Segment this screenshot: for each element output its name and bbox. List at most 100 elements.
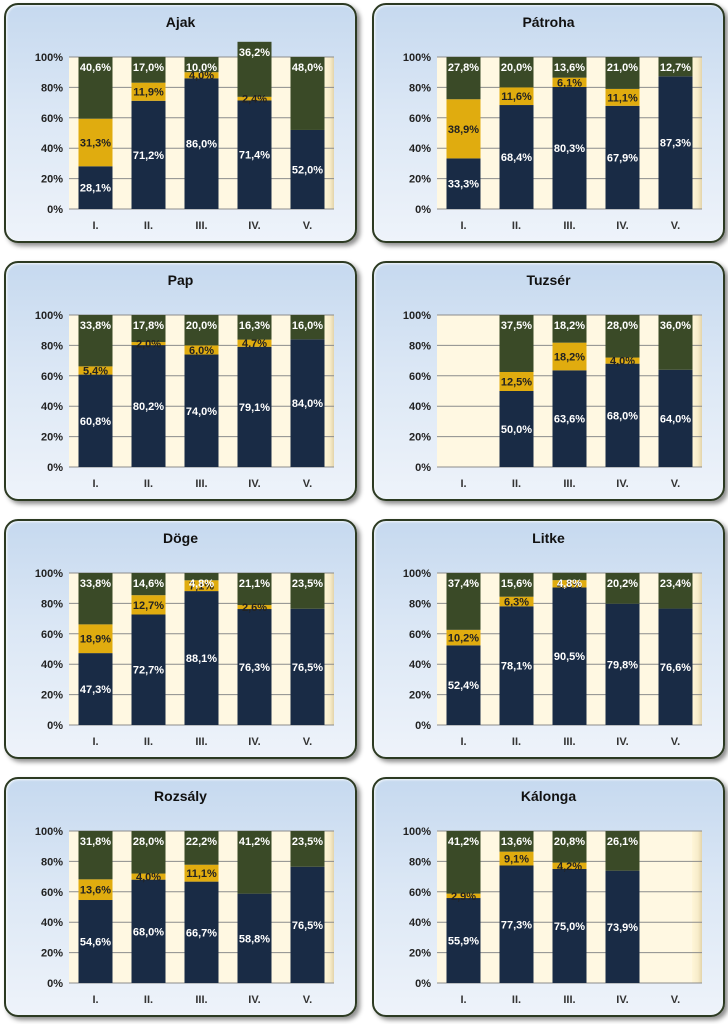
y-tick-label: 80% [41,598,63,610]
data-label: 33,8% [80,320,111,332]
bar-segment [184,315,219,346]
bar-segment [184,831,219,865]
data-label: 71,2% [133,150,164,162]
y-tick-label: 80% [41,82,63,94]
data-label: 75,0% [554,921,585,933]
bar-segment [78,57,113,119]
y-tick-label: 60% [41,629,63,641]
y-tick-label: 40% [41,401,63,413]
data-label: 77,3% [501,919,532,931]
data-label: 67,9% [607,152,638,164]
y-tick-label: 100% [403,52,431,64]
data-label: 20,8% [554,836,585,848]
y-tick-label: 0% [47,978,63,990]
plot-wall [324,831,334,983]
data-label: 71,4% [239,150,270,162]
bar-segment [78,831,113,880]
chart-title: Döge [163,530,198,546]
chart-panel-rozsaly: Rozsály 0% 20% 40% 60% 80% 100% I. II. III. IV. V.… [4,777,357,1017]
data-label: 9,1% [504,854,529,866]
x-tick-label: I. [92,736,98,748]
y-tick-label: 100% [403,568,431,580]
bar-segment [658,369,693,467]
x-tick-label: III. [195,994,207,1006]
bar-segment [78,166,113,209]
data-label: 18,9% [80,634,111,646]
data-label: 23,4% [660,578,691,590]
data-label: 16,0% [292,320,323,332]
bar-segment [552,57,587,78]
y-tick-label: 40% [409,917,431,929]
y-tick-label: 20% [41,174,63,186]
data-label: 4,8% [557,579,582,591]
y-tick-label: 60% [41,887,63,899]
bar-segment [446,573,481,630]
data-label: 6,0% [189,345,214,357]
x-tick-label: III. [563,478,575,490]
data-label: 13,6% [80,885,111,897]
x-tick-label: IV. [248,994,260,1006]
y-tick-label: 60% [41,113,63,125]
data-label: 28,0% [607,320,638,332]
data-label: 41,2% [448,836,479,848]
data-label: 76,6% [660,662,691,674]
y-tick-label: 0% [47,204,63,216]
bar-segment [78,879,113,901]
x-tick-label: II. [144,994,153,1006]
data-label: 11,1% [186,868,217,880]
bar-segment [290,831,325,867]
bar-segment [237,100,272,209]
y-tick-label: 100% [403,826,431,838]
chart-plot: 0% 20% 40% 60% 80% 100% I. II. III. IV. V. 55,9% 2,9… [403,826,702,1006]
bar-segment [290,129,325,209]
data-label: 12,7% [660,62,691,74]
data-label: 72,7% [133,665,164,677]
data-label: 12,5% [501,377,532,389]
bar-segment [499,57,534,88]
bar-segment [237,831,272,894]
bar-segment [184,78,219,209]
x-tick-label: IV. [248,736,260,748]
bar-segment [499,865,534,983]
x-tick-label: II. [144,478,153,490]
bar-segment [499,831,534,852]
y-tick-label: 60% [409,629,431,641]
data-label: 4,0% [610,356,635,368]
x-tick-label: V. [671,220,680,232]
bar-segment [605,831,640,871]
plot-wall [324,315,334,467]
data-label: 80,3% [554,143,585,155]
data-label: 15,6% [501,578,532,590]
data-label: 74,0% [186,406,217,418]
bar-segment [290,57,325,130]
bar-segment [131,595,166,615]
data-label: 64,0% [660,413,691,425]
data-label: 68,0% [607,410,638,422]
data-label: 63,6% [554,414,585,426]
data-label: 76,5% [292,662,323,674]
data-label: 60,8% [80,416,111,428]
y-tick-label: 20% [409,174,431,186]
x-tick-label: I. [92,478,98,490]
bar-segment [552,342,587,371]
x-tick-label: V. [671,478,680,490]
x-tick-label: III. [563,736,575,748]
chart-panel-ajak: Ajak 0% 20% 40% 60% 80% 100% I. II. III. IV. V. 28,… [4,3,357,243]
bar-segment [131,879,166,983]
bar-segment [552,869,587,983]
chart-plot: 0% 20% 40% 60% 80% 100% I. II. III. IV. V. 33,3% 38,… [403,52,702,232]
bar-segment [131,573,166,596]
x-tick-label: IV. [616,736,628,748]
bar-segment [552,86,587,209]
data-label: 4,7% [242,338,267,350]
x-tick-label: I. [92,994,98,1006]
x-tick-label: I. [460,478,466,490]
bar-segment [184,573,219,581]
bar-segment [552,587,587,725]
y-tick-label: 20% [409,432,431,444]
y-tick-label: 60% [409,887,431,899]
bar-segment [605,363,640,467]
bar-segment [658,315,693,370]
x-tick-label: IV. [248,478,260,490]
chart-title: Rozsály [154,788,207,804]
